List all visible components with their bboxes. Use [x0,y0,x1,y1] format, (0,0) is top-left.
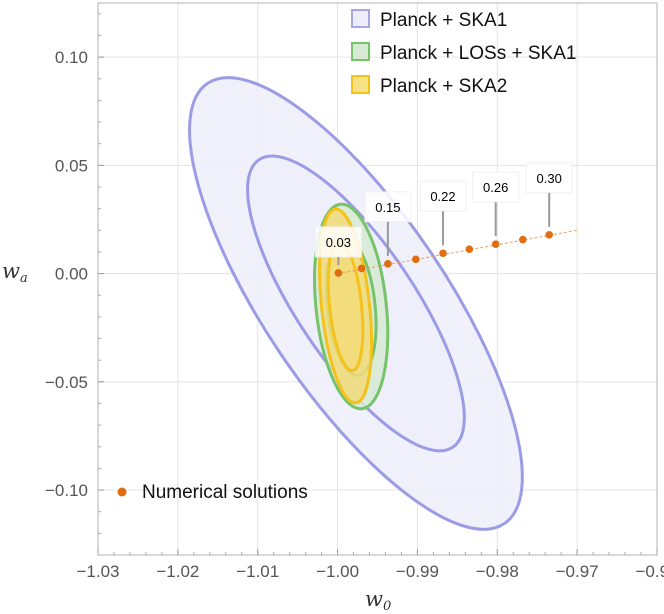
y-tick-label: −0.10 [45,481,88,500]
legend-label-planck-loss-ska1: Planck + LOSs + SKA1 [380,43,576,64]
legend-swatch-planck-ska1 [351,9,370,28]
numerical-solution-point [357,264,366,273]
point-labels: 0.03 0.15 0.22 0.26 0.30 [314,162,573,265]
numerical-solution-point [334,269,343,277]
point-label-box [364,191,412,223]
legend-swatch-planck-loss-ska1 [351,42,370,61]
y-axis-title: wa [2,259,28,286]
numerical-solution-point [491,240,500,248]
y-tick-label: 0.05 [55,156,88,175]
point-label-box [525,162,573,194]
point-label-text: 0.15 [375,200,400,215]
numerical-solution-point [465,245,474,253]
legend: Planck + SKA1 Planck + LOSs + SKA1 Planc… [117,9,576,503]
y-tick-label: −0.05 [45,373,88,392]
x-tick-label: −0.96 [635,562,664,581]
numerical-solution-point [384,260,392,268]
numerical-solution-point [412,255,420,264]
legend-label-planck-ska2: Planck + SKA2 [380,76,507,97]
plot-frame [97,2,658,556]
numerical-points [334,231,553,277]
point-label-text: 0.30 [537,171,562,186]
legend-swatch-planck-ska2 [351,75,370,94]
point-label-box [419,180,467,212]
x-tick-label: −0.98 [476,562,519,581]
x-tick-label: −0.99 [396,562,439,581]
point-label-text: 0.26 [483,180,508,195]
point-label-text: 0.03 [326,235,351,250]
x-tick-label: −1.02 [156,562,199,581]
y-tick-label: 0.10 [55,48,88,67]
y-tick-label: 0.00 [55,265,88,284]
legend-label-numerical: Numerical solutions [142,482,308,503]
axis-ticks: −1.03 −1.02 −1.01 −1.00 −0.99 −0.98 −0.97 −0.96… [45,13,664,581]
numerical-solution-point [439,249,447,258]
numerical-solution-point [519,235,527,244]
legend-label-planck-ska1: Planck + SKA1 [380,10,507,31]
point-label-text: 0.22 [430,189,455,204]
numerical-solution-point [545,231,553,239]
x-tick-label: −0.97 [556,562,599,581]
x-axis-title: w0 [365,587,391,614]
x-tick-label: −1.01 [236,562,279,581]
point-label-box [472,171,520,203]
x-tick-label: −1.03 [76,562,119,581]
trend-line [337,229,578,275]
legend-marker-numerical [117,487,127,497]
trend-line-path [337,229,578,275]
x-tick-label: −1.00 [316,562,359,581]
